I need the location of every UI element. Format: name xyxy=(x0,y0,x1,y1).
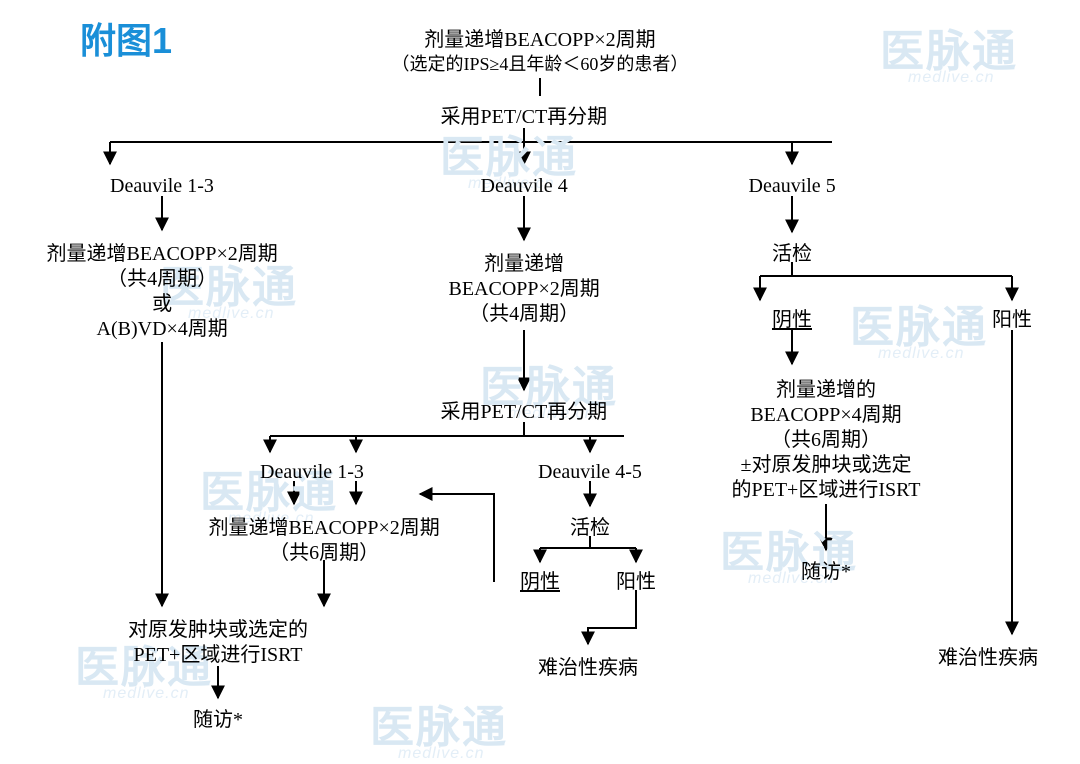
watermark-cn: 医脉通 xyxy=(370,700,508,755)
node-biopsy_m-line0: 活检 xyxy=(570,516,610,541)
node-d5-line0: Deauvile 5 xyxy=(749,174,836,199)
node-mid_block-line1: BEACOPP×2周期 xyxy=(449,277,600,302)
node-neg_m: 阴性 xyxy=(520,570,560,595)
node-right_block: 剂量递增的BEACOPP×4周期（共6周期）±对原发肿块或选定的PET+区域进行… xyxy=(732,378,921,503)
node-pos_r-line0: 阳性 xyxy=(992,308,1032,333)
watermark-en: medlive.cn xyxy=(398,744,484,764)
node-root-line1: （选定的IPS≥4且年龄＜60岁的患者） xyxy=(392,53,689,76)
node-restage2-line0: 采用PET/CT再分期 xyxy=(441,400,608,425)
node-d13: Deauvile 1-3 xyxy=(110,174,214,199)
node-followup_l-line0: 随访* xyxy=(193,708,243,733)
node-left_block-line0: 剂量递增BEACOPP×2周期 xyxy=(47,242,278,267)
node-d4: Deauvile 4 xyxy=(481,174,568,199)
node-biopsy_r: 活检 xyxy=(772,242,812,267)
node-neg_r: 阴性 xyxy=(772,308,812,333)
node-right_block-line1: BEACOPP×4周期 xyxy=(732,403,921,428)
node-biopsy_r-line0: 活检 xyxy=(772,242,812,267)
node-six_block-line0: 剂量递增BEACOPP×2周期 xyxy=(209,516,440,541)
node-pos_m-line0: 阳性 xyxy=(616,570,656,595)
node-isrt_block-line1: PET+区域进行ISRT xyxy=(128,643,308,668)
node-right_block-line2: （共6周期） xyxy=(732,428,921,453)
node-neg_r-line0: 阴性 xyxy=(772,308,812,333)
node-followup_r-line0: 随访* xyxy=(801,560,851,585)
node-mid_block: 剂量递增BEACOPP×2周期（共4周期） xyxy=(449,252,600,327)
node-refract_m: 难治性疾病 xyxy=(538,656,638,681)
node-left_block-line2: 或 xyxy=(47,292,278,317)
node-d13b-line0: Deauvile 1-3 xyxy=(260,460,364,485)
node-d13b: Deauvile 1-3 xyxy=(260,460,364,485)
node-refract_m-line0: 难治性疾病 xyxy=(538,656,638,681)
node-mid_block-line2: （共4周期） xyxy=(449,302,600,327)
node-pos_r: 阳性 xyxy=(992,308,1032,333)
node-d5: Deauvile 5 xyxy=(749,174,836,199)
watermark-cn: 医脉通 xyxy=(880,24,1018,79)
node-refract_r: 难治性疾病 xyxy=(938,646,1038,671)
node-d45: Deauvile 4-5 xyxy=(538,460,642,485)
watermark-en: medlive.cn xyxy=(103,684,189,704)
watermark-en: medlive.cn xyxy=(908,68,994,88)
node-followup_l: 随访* xyxy=(193,708,243,733)
node-restage1-line0: 采用PET/CT再分期 xyxy=(441,105,608,130)
node-refract_r-line0: 难治性疾病 xyxy=(938,646,1038,671)
node-isrt_block-line0: 对原发肿块或选定的 xyxy=(128,618,308,643)
node-right_block-line3: ±对原发肿块或选定 xyxy=(732,453,921,478)
node-d45-line0: Deauvile 4-5 xyxy=(538,460,642,485)
node-root-line0: 剂量递增BEACOPP×2周期 xyxy=(392,28,689,53)
node-mid_block-line0: 剂量递增 xyxy=(449,252,600,277)
flowchart-canvas: 附图1 医脉通medlive.cn医脉通medlive.cn医脉通medlive… xyxy=(0,0,1080,749)
node-left_block-line3: A(B)VD×4周期 xyxy=(47,317,278,342)
node-restage2: 采用PET/CT再分期 xyxy=(441,400,608,425)
node-biopsy_m: 活检 xyxy=(570,516,610,541)
figure-title: 附图1 xyxy=(80,18,172,63)
node-followup_r: 随访* xyxy=(801,560,851,585)
watermark-en: medlive.cn xyxy=(878,344,964,364)
node-d4-line0: Deauvile 4 xyxy=(481,174,568,199)
node-neg_m-line0: 阴性 xyxy=(520,570,560,595)
watermark-cn: 医脉通 xyxy=(850,300,988,355)
node-d13-line0: Deauvile 1-3 xyxy=(110,174,214,199)
node-six_block-line1: （共6周期） xyxy=(209,541,440,566)
node-right_block-line4: 的PET+区域进行ISRT xyxy=(732,478,921,503)
node-restage1: 采用PET/CT再分期 xyxy=(441,105,608,130)
node-six_block: 剂量递增BEACOPP×2周期（共6周期） xyxy=(209,516,440,566)
node-left_block-line1: （共4周期） xyxy=(47,267,278,292)
node-pos_m: 阳性 xyxy=(616,570,656,595)
node-root: 剂量递增BEACOPP×2周期（选定的IPS≥4且年龄＜60岁的患者） xyxy=(392,28,689,76)
node-isrt_block: 对原发肿块或选定的PET+区域进行ISRT xyxy=(128,618,308,668)
node-left_block: 剂量递增BEACOPP×2周期（共4周期）或A(B)VD×4周期 xyxy=(47,242,278,342)
node-right_block-line0: 剂量递增的 xyxy=(732,378,921,403)
